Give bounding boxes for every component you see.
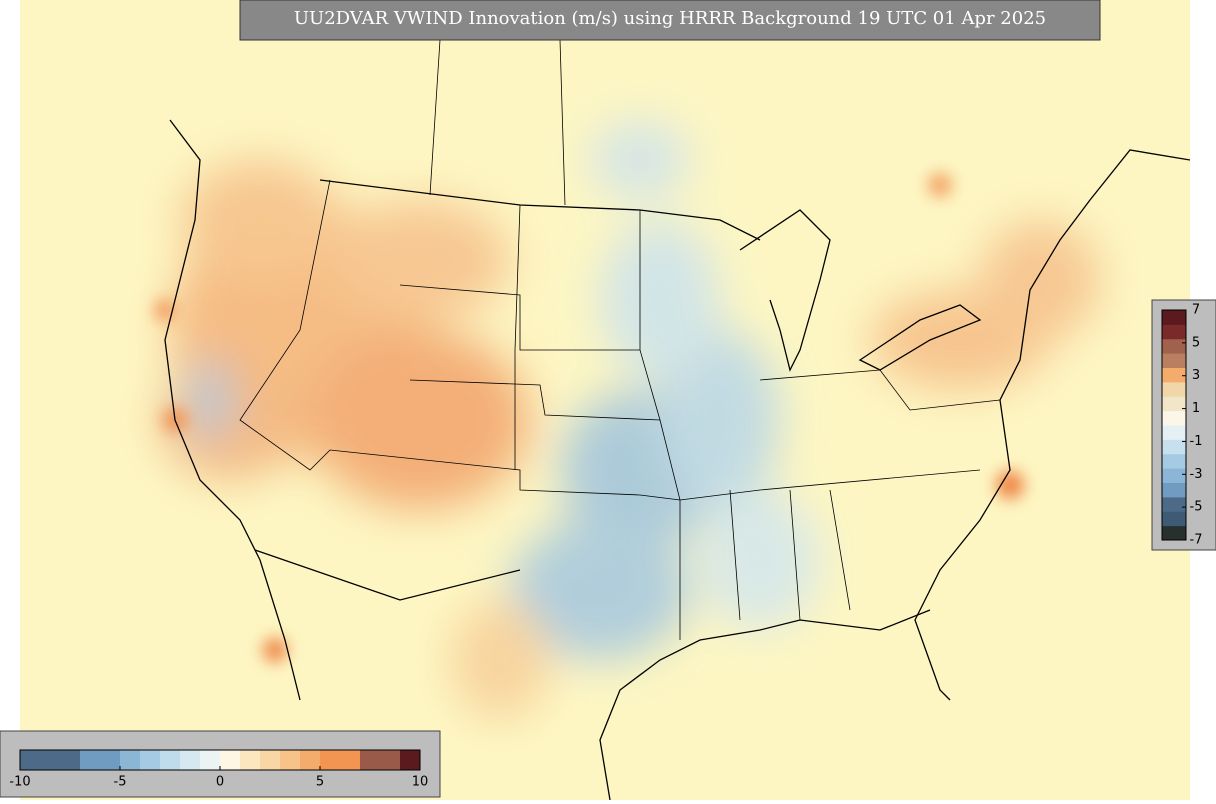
colorbar-segment <box>1162 425 1186 440</box>
colorbar-segment <box>160 750 181 770</box>
colorbar-segment <box>280 750 301 770</box>
colorbar-segment <box>1162 367 1186 383</box>
innovation-field <box>160 120 1100 720</box>
vertical-colorbar: 7 5 3 1 -1 -3 -5 -7 <box>1161 303 1203 548</box>
colorbar-segment <box>300 750 321 770</box>
colorbar-frame <box>1161 309 1187 541</box>
horizontal-colorbar: -10 -5 0 5 10 <box>9 749 429 790</box>
colorbar-tick-label: 5 <box>1192 335 1200 350</box>
colorbar-tick-label: 0 <box>216 775 224 790</box>
colorbar-segment <box>1162 324 1186 340</box>
colorbar-segment <box>1162 468 1186 483</box>
colorbar-segment <box>260 750 281 770</box>
colorbar-segment <box>1162 482 1186 498</box>
colorbar-segment <box>1162 453 1186 469</box>
map-title: UU2DVAR VWIND Innovation (m/s) using HRR… <box>294 8 1046 29</box>
colorbar-segment <box>240 750 261 770</box>
colorbar-segment <box>180 750 201 770</box>
colorbar-segment <box>60 750 81 770</box>
colorbar-segment <box>140 750 161 770</box>
colorbar-segment <box>1162 381 1186 397</box>
colorbar-segment <box>120 750 141 770</box>
map <box>20 0 1190 800</box>
colorbar-segment <box>80 750 101 770</box>
colorbar-segment <box>1162 396 1186 412</box>
colorbar-tick-label: -3 <box>1190 467 1203 482</box>
innovation-hotspots <box>155 173 1024 662</box>
colorbar-segment <box>1162 511 1186 527</box>
colorbar-tick-label: -1 <box>1190 434 1203 449</box>
colorbar-tick-label: 5 <box>316 775 324 790</box>
colorbar-segment <box>1162 353 1186 368</box>
colorbar-tick-label: -10 <box>9 775 30 790</box>
colorbar-segment <box>1162 525 1186 541</box>
colorbar-tick-label: -5 <box>1190 500 1203 515</box>
colorbar-segment <box>360 750 381 770</box>
colorbar-segment <box>320 750 341 770</box>
colorbar-segment <box>400 750 421 770</box>
colorbar-segment <box>1162 310 1186 325</box>
colorbar-tick-label: 1 <box>1192 401 1200 416</box>
colorbar-tick-label: 7 <box>1192 303 1200 318</box>
colorbar-tick-label: -7 <box>1190 533 1203 548</box>
colorbar-segment <box>380 750 401 770</box>
colorbar-tick-label: 10 <box>412 775 429 790</box>
colorbar-segment <box>1162 496 1186 512</box>
state-borders <box>239 39 1001 640</box>
colorbar-segment <box>200 750 221 770</box>
title-box <box>239 0 1101 41</box>
colorbar-tick-label: 3 <box>1192 368 1200 383</box>
colorbar-segment <box>1162 439 1186 455</box>
colorbar-segment <box>1162 410 1186 426</box>
colorbar-segment <box>340 750 361 770</box>
colorbar-segment <box>20 750 41 770</box>
colorbar-segment <box>1162 338 1186 354</box>
colorbar-segment <box>40 750 61 770</box>
colorbar-segment <box>220 750 241 770</box>
colorbar-tick-label: -5 <box>114 775 127 790</box>
colorbar-segment <box>100 750 121 770</box>
